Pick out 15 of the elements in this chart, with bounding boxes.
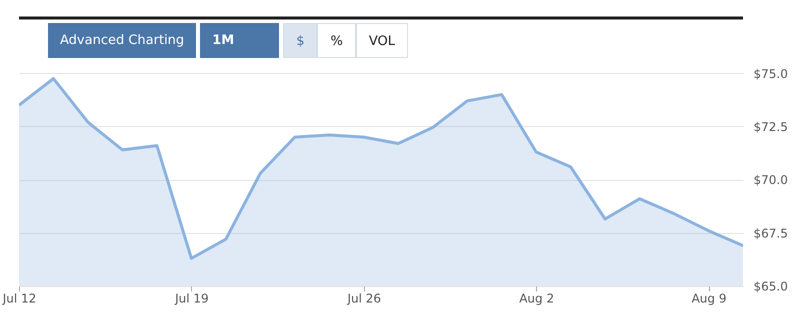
y-tick-label: $65.0 [754, 280, 788, 294]
x-tick-label: Jul 26 [346, 292, 382, 306]
y-tick-label: $67.5 [754, 226, 788, 240]
x-tick-label: Aug 2 [519, 292, 554, 306]
option-button: VOL [356, 23, 408, 58]
y-tick-label: $75.0 [754, 66, 788, 81]
y-tick-label: $70.0 [754, 173, 788, 188]
x-tick-label: Aug 9 [692, 292, 726, 306]
option-button: $ [283, 23, 318, 58]
x-tick-label: Jul 12 [2, 292, 36, 306]
y-tick-label: $72.5 [754, 120, 788, 134]
toggle-button: Advanced Charting [48, 23, 196, 58]
toggle-button: 1M [200, 23, 280, 58]
x-tick-label: Jul 19 [174, 292, 209, 306]
option-button: % [317, 23, 356, 58]
